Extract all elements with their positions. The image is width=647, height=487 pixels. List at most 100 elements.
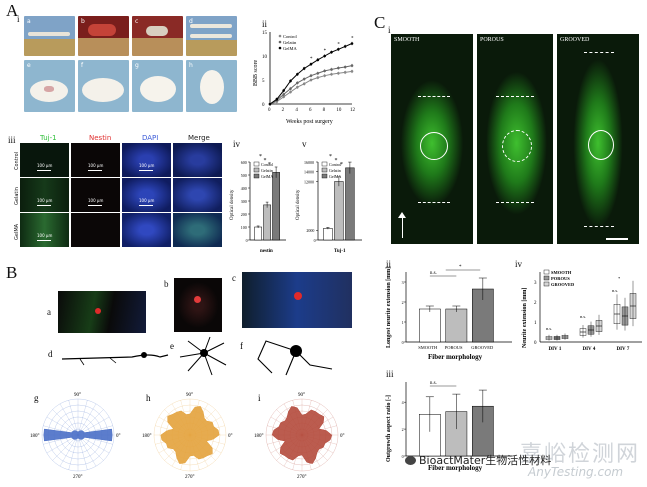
box-category: DIV 1 xyxy=(549,347,562,352)
bar-y-tick: 500 xyxy=(241,173,247,178)
polar-angle-label: 270° xyxy=(297,475,307,480)
polar-spoke xyxy=(77,403,97,436)
bar-legend-label: GelMA xyxy=(329,174,341,179)
bar-legend-label: Control xyxy=(261,162,274,167)
neuron-image-c xyxy=(242,272,352,328)
bar-category: SMOOTH xyxy=(418,345,438,350)
bbb-x-tick: 12 xyxy=(350,108,356,113)
bbb-legend-label: Control xyxy=(283,34,298,39)
bbb-y-tick: 15 xyxy=(262,31,268,36)
box-category: DIV 4 xyxy=(583,347,596,352)
box-y-tick: 3 xyxy=(534,281,537,286)
bar xyxy=(445,308,468,343)
bar-y-tick: 16000 xyxy=(304,160,314,165)
photo-a: a xyxy=(24,16,75,56)
panel-a-i-label: i xyxy=(17,14,20,24)
bar-legend-swatch xyxy=(253,173,260,179)
bar-annotation: * xyxy=(459,265,462,270)
polar-spoke xyxy=(68,400,79,436)
box-legend-label: GROOVED xyxy=(551,282,575,287)
bar-y-tick: 1 xyxy=(402,320,404,325)
box-legend-swatch xyxy=(543,269,550,275)
bbb-legend-label: GelMA xyxy=(283,46,297,51)
polar-spoke xyxy=(77,434,88,470)
col-header-nestin: Nestin xyxy=(89,134,112,142)
bar-legend-label: Gelatin xyxy=(261,168,273,173)
bar-legend-swatch xyxy=(253,161,260,167)
bar-sig: * xyxy=(340,162,343,168)
polar-angle-label: 90° xyxy=(186,393,193,398)
panel-label-c: C xyxy=(374,13,386,32)
polar-spoke xyxy=(59,434,79,467)
bar-category: POROUS xyxy=(445,345,463,350)
bar xyxy=(323,228,333,241)
bbb-x-tick: 10 xyxy=(336,108,342,113)
polar-angle-label: 0° xyxy=(116,434,121,439)
bar-annotation: n.s. xyxy=(430,381,437,386)
box-legend-swatch xyxy=(543,275,550,281)
bar xyxy=(263,204,271,241)
bar-y-tick: 200 xyxy=(241,212,247,217)
polar-shape xyxy=(160,406,220,464)
bbb-x-tick: 2 xyxy=(282,108,285,113)
col-header-merge: Merge xyxy=(188,134,210,142)
bar xyxy=(254,226,262,241)
bbb-y-tick: 10 xyxy=(262,55,268,60)
photo-d: d xyxy=(186,16,237,56)
polar-shape xyxy=(43,428,113,442)
bar-legend-label: GelMA xyxy=(261,174,273,179)
polar-angle-label: 90° xyxy=(298,393,305,398)
bbb-sig: * xyxy=(310,57,313,62)
svg-text:Optical density: Optical density xyxy=(230,189,235,220)
watermark-url: AnyTesting.com xyxy=(528,465,624,479)
panel-c-ii-label: ii xyxy=(386,259,392,269)
bar xyxy=(345,167,355,241)
polar-plots: 90° 0° 180° 270° g 90° 0° 180° 270° h 90° 0° 180° 270… xyxy=(30,393,345,480)
panel-a-v-label: v xyxy=(302,139,307,149)
polar-shape xyxy=(271,406,333,464)
box-annotation: n.s. xyxy=(612,288,618,293)
svg-text:d: d xyxy=(48,349,53,359)
polar-spoke xyxy=(68,434,79,470)
direction-arrow-icon xyxy=(402,216,403,238)
bar-y-tick: 12000 xyxy=(304,179,314,184)
bbb-sig: * xyxy=(351,37,354,42)
bar-y-tick: 400 xyxy=(241,186,247,191)
neuron-image-b xyxy=(174,278,222,332)
svg-text:nestin: nestin xyxy=(260,249,273,254)
bbb-sig: * xyxy=(324,49,327,54)
polar-panel-label: h xyxy=(146,393,151,403)
box-y-tick: 1 xyxy=(534,321,537,326)
polar-angle-label: 270° xyxy=(185,475,195,480)
box-y-tick: 0 xyxy=(534,341,537,346)
bbb-sig: * xyxy=(337,42,340,47)
bar-y-tick: 14000 xyxy=(304,170,314,175)
box-legend-swatch xyxy=(543,281,550,287)
label-grooved: GROOVED xyxy=(560,37,590,43)
box-y-tick: 2 xyxy=(534,301,537,306)
panel-label-b: B xyxy=(6,263,18,282)
bbb-legend-marker xyxy=(278,40,282,44)
panel-c-i-label: i xyxy=(388,25,391,35)
bar-sig: * xyxy=(335,158,338,164)
bbb-ylabel: BBB score xyxy=(253,59,259,86)
polar-angle-label: 270° xyxy=(73,475,83,480)
polar-spoke xyxy=(77,434,97,467)
svg-text:Neurite extension [mm]: Neurite extension [mm] xyxy=(522,288,528,348)
watermark-text: 嘉峪检测网 xyxy=(520,442,641,467)
bbb-x-tick: 8 xyxy=(323,108,326,113)
bar-legend-swatch xyxy=(321,167,328,173)
bar-legend-swatch xyxy=(253,167,260,173)
svg-text:f: f xyxy=(240,341,243,351)
bbb-legend-marker xyxy=(278,34,282,38)
neuron-image-a xyxy=(58,291,146,333)
polar-panel-label: g xyxy=(34,393,39,403)
bbb-y-tick: 5 xyxy=(262,79,265,84)
aspect-ratio-chart: 0 2 4 n.s. Outgrowth aspect ratio [-] Fiber… xyxy=(386,381,512,472)
photo-g: g xyxy=(132,60,183,112)
bar-y-tick: 600 xyxy=(241,160,247,165)
